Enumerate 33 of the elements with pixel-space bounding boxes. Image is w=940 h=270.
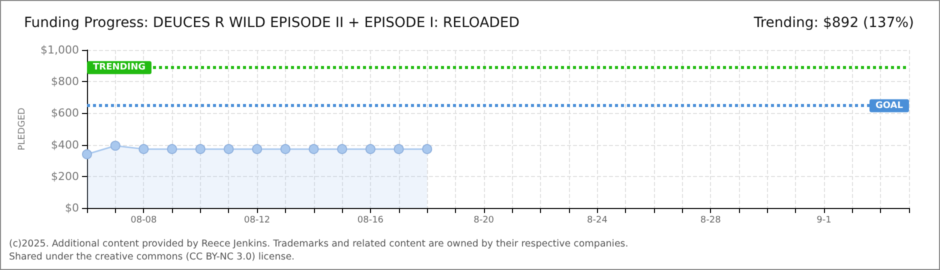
y-tick-label: $400 [51, 138, 79, 152]
point [394, 144, 404, 154]
x-tick-label: 08-16 [357, 216, 384, 226]
point [82, 149, 92, 160]
y-tick-label: $0 [65, 202, 79, 214]
point [422, 144, 432, 154]
chart-subtitle: Trending: $892 (137%) [752, 15, 914, 31]
y-axis-title: PLEDGED [18, 108, 28, 150]
x-tick-label: 8-24 [586, 216, 608, 226]
y-tick-label: $200 [51, 170, 79, 183]
point [138, 144, 149, 154]
point [224, 144, 234, 154]
point [365, 144, 376, 154]
y-tick-label: $600 [51, 106, 79, 120]
ref-line-label: GOAL [876, 100, 904, 111]
point [337, 144, 348, 154]
point [167, 144, 178, 154]
text: (c)2025. Additional content provided by Reece Jenkins. Trademarks and related content are owned by their respective companies. [9, 238, 628, 250]
ref-line-label: TRENDING [93, 62, 146, 73]
point [195, 144, 206, 154]
x-tick-label: 9-1 [816, 216, 832, 226]
point [308, 144, 319, 154]
y-tick-label: $1,000 [40, 44, 79, 56]
x-tick-label: 8-28 [700, 216, 722, 226]
point [252, 144, 262, 154]
point [110, 140, 120, 151]
chart-title: Funding Progress: DEUCES R WILD EPISODE II + EPISODE I: RELOADED [24, 15, 520, 31]
text: Shared under the creative commons (CC BY-NC 3.0) license. [9, 252, 295, 262]
x-tick-label: 08-12 [244, 216, 270, 226]
y-tick-label: $800 [51, 75, 79, 88]
x-tick-label: 08-08 [130, 216, 158, 226]
x-tick-label: 8-20 [474, 216, 494, 226]
point [280, 144, 290, 154]
